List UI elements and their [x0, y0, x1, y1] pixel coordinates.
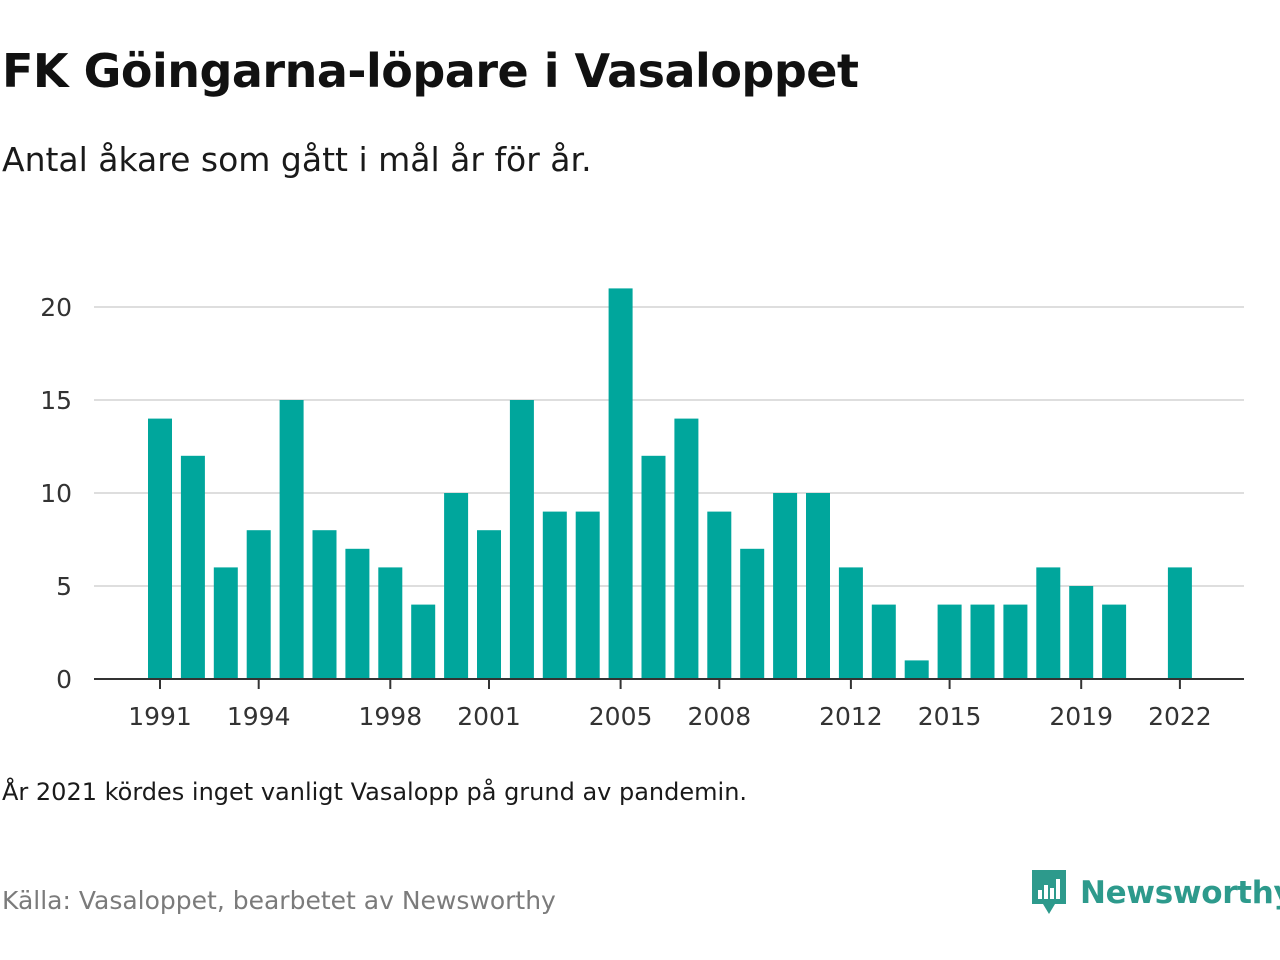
bar-2012 — [838, 567, 863, 679]
bar-2019 — [1069, 586, 1094, 679]
bar-1995 — [279, 400, 304, 679]
bar-2018 — [1036, 567, 1061, 679]
brand-name: Newsworthy — [1080, 875, 1280, 911]
x-tick-label: 2019 — [1049, 702, 1113, 731]
bar-2005 — [608, 288, 633, 679]
bar-2008 — [707, 511, 732, 679]
y-tick-label: 15 — [40, 386, 72, 415]
bar-chart: 0 5 10 15 20 1991 1994 1998 2001 2005 2008 2012 2015… — [40, 288, 1244, 731]
x-tick-label: 2001 — [457, 702, 521, 731]
bar-2001 — [477, 530, 501, 679]
bar-2022 — [1167, 567, 1192, 679]
chart-title: FK Göingarna-löpare i Vasaloppet — [2, 44, 859, 98]
bar-2020 — [1102, 604, 1127, 679]
bar-1998 — [378, 567, 403, 679]
bar-2016 — [970, 604, 995, 679]
bar-1996 — [312, 530, 337, 679]
bar-2011 — [806, 493, 830, 679]
x-tick-label: 1994 — [227, 702, 291, 731]
bar-2000 — [444, 493, 469, 679]
bar-2009 — [740, 548, 765, 679]
newsworthy-logo-icon — [1032, 870, 1066, 914]
x-tick-label: 2012 — [819, 702, 883, 731]
bar-1997 — [345, 548, 370, 679]
brand-logo: Newsworthy — [1030, 868, 1280, 918]
x-tick-label: 2005 — [589, 702, 653, 731]
bar-1994 — [246, 530, 271, 679]
bar-2004 — [575, 511, 600, 679]
bar-2002 — [509, 400, 534, 679]
y-tick-label: 10 — [40, 479, 72, 508]
source-text: Källa: Vasaloppet, bearbetet av Newswort… — [2, 886, 556, 915]
x-tick-label: 2022 — [1148, 702, 1212, 731]
bar-2015 — [937, 604, 962, 679]
x-tick-label: 1991 — [128, 702, 192, 731]
y-tick-label: 20 — [40, 293, 72, 322]
chart-subtitle: Antal åkare som gått i mål år för år. — [2, 140, 592, 179]
bar-2014 — [904, 660, 929, 679]
y-tick-label: 0 — [56, 665, 72, 694]
bar-2017 — [1003, 604, 1028, 679]
bar-1992 — [180, 455, 205, 679]
bar-1999 — [411, 604, 436, 679]
bar-1991 — [148, 418, 172, 679]
bar-2006 — [641, 455, 666, 679]
x-tick-label: 2008 — [687, 702, 751, 731]
bar-1993 — [213, 567, 238, 679]
bar-2007 — [674, 418, 699, 679]
bar-2013 — [871, 604, 896, 679]
chart-note: År 2021 kördes inget vanligt Vasalopp på… — [2, 778, 748, 806]
x-tick-label: 2015 — [918, 702, 982, 731]
bar-2010 — [773, 493, 798, 679]
bar-2003 — [542, 511, 567, 679]
x-tick-label: 1998 — [358, 702, 422, 731]
y-tick-label: 5 — [56, 572, 72, 601]
